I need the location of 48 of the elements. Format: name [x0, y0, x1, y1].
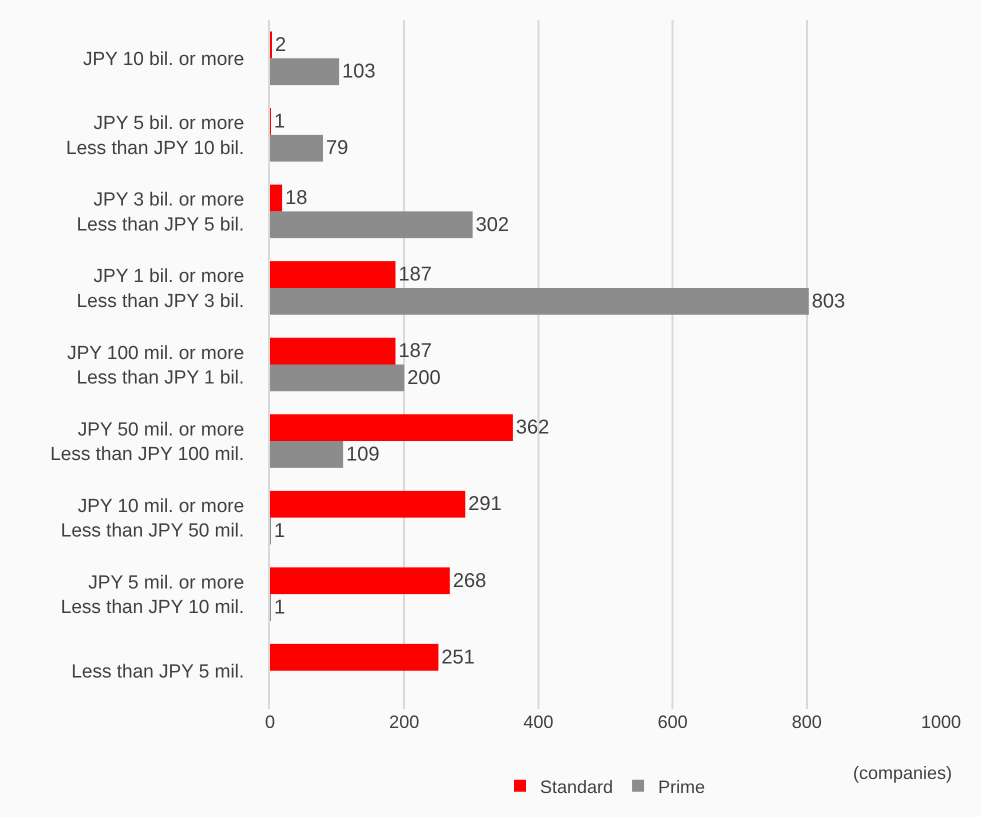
data-label: 79 [326, 137, 348, 160]
legend-label: Prime [658, 776, 706, 797]
bar [270, 441, 344, 468]
data-label: 18 [285, 186, 308, 209]
data-label: 291 [468, 493, 502, 516]
data-label: 103 [342, 60, 376, 83]
data-label: 251 [441, 646, 475, 668]
bar [270, 338, 396, 364]
bar [270, 184, 282, 212]
data-label: 2 [275, 34, 286, 56]
data-label: 268 [452, 570, 486, 592]
bar [270, 58, 340, 86]
x-axis-title: (companies) [853, 763, 952, 783]
bar [270, 644, 438, 671]
y-tick-label: JPY 5 mil. or more Less than JPY 10 mil. [60, 572, 244, 618]
x-tick-label: 800 [792, 712, 822, 732]
legend-label: Standard [540, 776, 614, 797]
data-label: 1 [274, 520, 286, 542]
data-label: 1 [274, 596, 286, 619]
bar [270, 288, 809, 315]
bar [270, 490, 466, 518]
y-tick-label: Less than JPY 5 mil. [71, 661, 244, 682]
x-tick-label: 1000 [920, 712, 962, 732]
data-label: 803 [812, 290, 846, 312]
y-tick-label: JPY 10 mil. or more Less than JPY 50 mil. [60, 496, 244, 542]
data-label: 187 [398, 264, 432, 286]
y-tick-label: JPY 50 mil. or more Less than JPY 100 mil. [50, 419, 244, 466]
x-tick-label: 600 [658, 712, 688, 732]
bar [270, 567, 450, 594]
data-label: 109 [346, 443, 380, 466]
x-tick-label: 0 [264, 712, 276, 732]
data-label: 302 [476, 214, 510, 236]
data-label: 1 [274, 110, 286, 132]
data-label: 200 [407, 366, 441, 389]
y-tick-label: JPY 3 bil. or more Less than JPY 5 bil. [76, 190, 244, 236]
x-tick-label: 400 [523, 712, 554, 732]
x-tick-label: 200 [389, 712, 420, 732]
data-label: 362 [516, 416, 550, 439]
bar [270, 414, 513, 442]
y-tick-label: JPY 5 bil. or more Less than JPY 10 bil. [66, 113, 244, 159]
bar [270, 261, 396, 288]
y-tick-label: JPY 10 bil. or more [82, 48, 244, 70]
data-label: 187 [398, 340, 432, 362]
y-tick-label: JPY 1 bil. or more Less than JPY 3 bil. [76, 266, 244, 312]
bar [270, 211, 473, 238]
bar [270, 134, 324, 162]
bar [270, 364, 404, 392]
y-tick-label: JPY 100 mil. or more Less than JPY 1 bil. [67, 342, 244, 388]
